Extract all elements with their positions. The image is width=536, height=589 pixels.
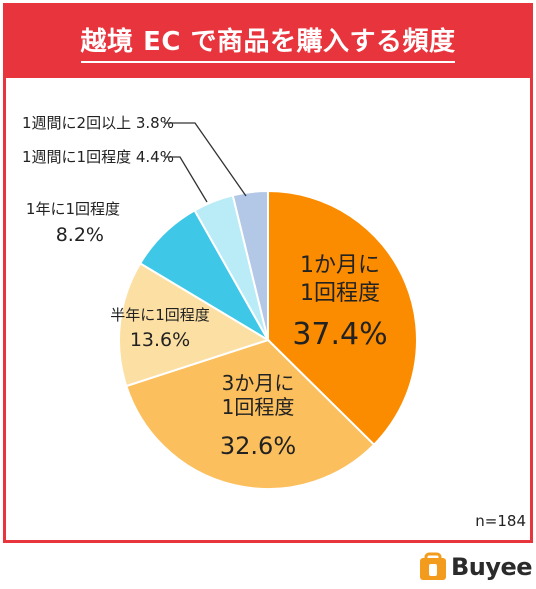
slice-label: 1年に1回程度 [26,200,120,218]
chart-title: 越境 EC で商品を購入する頻度 [80,21,456,63]
slice-label: 1か月に [300,253,380,278]
sample-size: n=184 [475,512,526,530]
slice-value-label: 37.4% [292,317,387,352]
slice-label: 1週間に2回以上 3.8% [22,114,174,132]
leader-line [164,156,208,203]
slice-value-label: 8.2% [56,224,104,246]
pie-slice [231,189,269,341]
slice-label: 1回程度 [222,395,295,419]
slice-label: 1週間に1回程度 4.4% [22,148,174,166]
title-bar: 越境 EC で商品を購入する頻度 [6,6,530,78]
slice-label: 1回程度 [300,281,380,306]
pie-slice [118,261,271,388]
brand-logo: Buyee [418,549,533,585]
slice-value-label: 13.6% [130,329,190,351]
slice-value-label: 32.6% [220,432,296,460]
pie-slice [267,189,418,447]
brand-name: Buyee [451,553,533,581]
pie-slice [125,338,376,490]
slice-label: 3か月に [222,371,295,395]
slice-label: 半年に1回程度 [110,306,210,324]
shopping-bag-icon [418,552,448,582]
leader-line [164,122,247,197]
